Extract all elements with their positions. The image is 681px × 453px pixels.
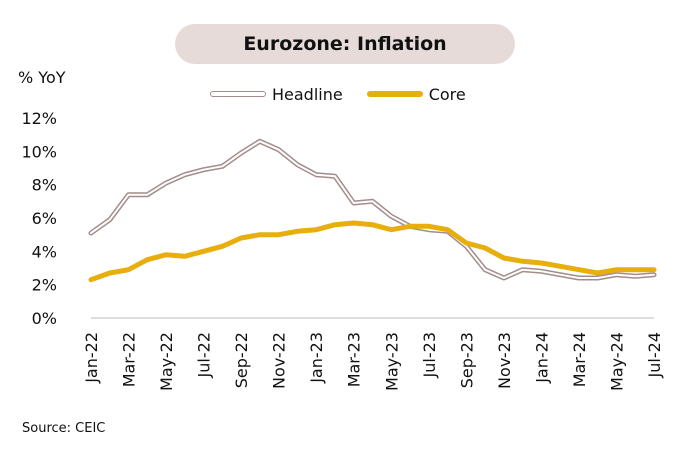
x-tick-label: Sep-22 (232, 332, 251, 388)
y-tick-label: 8% (32, 176, 57, 195)
legend-item-core: Core (366, 84, 466, 104)
x-tick-label: Jan-22 (82, 332, 101, 384)
x-tick-label: Jul-23 (420, 332, 439, 378)
x-tick-label: Mar-22 (120, 332, 139, 387)
y-tick-label: 2% (32, 276, 57, 295)
y-tick-label: 4% (32, 242, 57, 261)
headline-series-line (90, 140, 655, 279)
y-tick-label: 12% (21, 109, 57, 128)
y-tick-label: 10% (21, 142, 57, 161)
x-tick-label: Jan-23 (307, 332, 326, 384)
x-tick-label: May-24 (607, 332, 626, 391)
core-series-line (88, 220, 657, 283)
x-tick-label: May-23 (382, 332, 401, 391)
legend-swatch-headline (210, 91, 266, 97)
x-tick-label: Nov-23 (495, 332, 514, 389)
y-tick-label: 6% (32, 209, 57, 228)
legend-label-core: Core (428, 84, 466, 104)
x-tick-label: Mar-24 (570, 332, 589, 387)
legend-item-headline: Headline (210, 85, 343, 104)
x-tick-label: Nov-22 (270, 332, 289, 389)
x-tick-label: Jan-24 (532, 332, 551, 384)
x-tick-label: Jul-24 (645, 332, 664, 378)
chart-legend: Headline Core (210, 83, 490, 105)
legend-swatch-core (366, 91, 423, 97)
y-axis-unit-label: % YoY (18, 68, 66, 87)
source-note: Source: CEIC (22, 421, 106, 436)
x-tick-label: Mar-23 (345, 332, 364, 387)
x-tick-label: Jul-22 (195, 332, 214, 378)
x-tick-label: May-22 (157, 332, 176, 391)
y-tick-label: 0% (32, 309, 57, 328)
x-tick-label: Sep-23 (457, 332, 476, 388)
chart-title: Eurozone: Inflation (175, 24, 515, 64)
legend-label-headline: Headline (272, 84, 343, 104)
